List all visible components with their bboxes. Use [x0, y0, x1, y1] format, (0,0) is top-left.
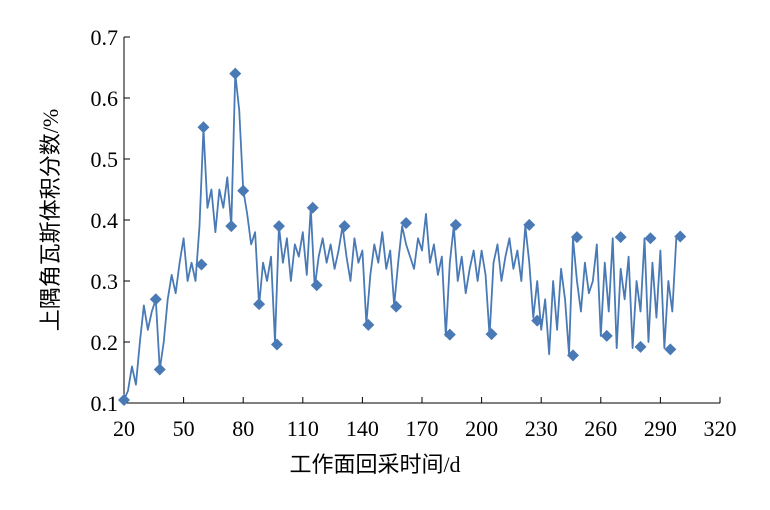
x-tick-label: 80: [232, 416, 254, 441]
x-tick-label: 200: [465, 416, 498, 441]
diamond-marker: [390, 300, 403, 313]
y-tick-label: 0.6: [91, 86, 119, 111]
diamond-marker: [570, 231, 583, 244]
diamond-marker: [306, 201, 319, 214]
diamond-marker: [197, 121, 210, 134]
x-tick-label: 140: [346, 416, 379, 441]
diamond-marker: [600, 329, 613, 342]
diamond-marker: [449, 218, 462, 231]
diamond-marker: [614, 231, 627, 244]
diamond-marker: [400, 217, 413, 230]
diamond-marker: [566, 349, 579, 362]
diamond-marker: [272, 220, 285, 233]
x-tick-label: 290: [644, 416, 677, 441]
x-tick-label: 110: [287, 416, 319, 441]
diamond-marker: [253, 298, 266, 311]
diamond-marker: [485, 328, 498, 341]
x-tick-label: 320: [704, 416, 737, 441]
diamond-marker: [664, 343, 677, 356]
diamond-marker: [118, 393, 130, 406]
x-tick-label: 230: [525, 416, 558, 441]
x-tick-label: 170: [406, 416, 439, 441]
diamond-marker: [237, 184, 250, 197]
data-line: [123, 72, 681, 401]
x-axis-label: 工作面回采时间/d: [289, 452, 460, 477]
diamond-marker: [195, 258, 208, 271]
y-tick-label: 0.2: [91, 330, 119, 355]
y-tick-label: 0.7: [91, 25, 119, 50]
y-tick-label: 0.4: [91, 208, 119, 233]
diamond-marker: [270, 338, 283, 351]
diamond-marker: [634, 340, 647, 353]
y-tick-label: 0.3: [91, 269, 119, 294]
diamond-marker: [149, 293, 162, 306]
diamond-marker: [443, 328, 456, 341]
x-tick-label: 260: [584, 416, 617, 441]
diamond-marker: [229, 67, 242, 80]
diamond-marker: [644, 232, 657, 245]
x-tick-label: 20: [113, 416, 135, 441]
diamond-marker: [153, 363, 166, 376]
x-tick-label: 50: [173, 416, 195, 441]
y-axis-label: 上隅角瓦斯体积分数/%: [38, 109, 63, 331]
diamond-marker: [362, 318, 375, 331]
diamond-marker: [523, 218, 536, 231]
diamond-marker: [531, 314, 544, 327]
y-tick-label: 0.5: [91, 147, 119, 172]
diamond-marker: [310, 279, 323, 292]
diamond-marker: [338, 220, 351, 233]
y-tick-label: 0.1: [91, 391, 119, 416]
diamond-marker: [674, 230, 687, 243]
diamond-marker: [225, 220, 238, 233]
